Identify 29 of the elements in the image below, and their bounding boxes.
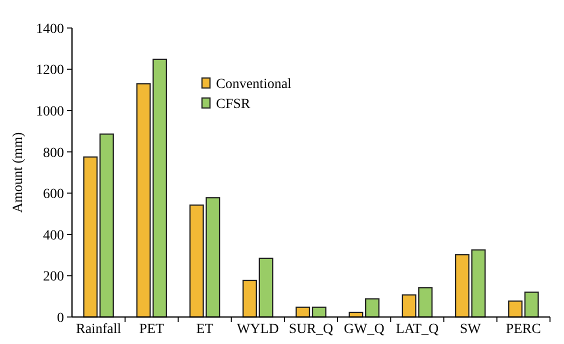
x-tick-label: PERC (506, 322, 541, 337)
legend-label: CFSR (216, 96, 251, 112)
x-tick-label: Rainfall (76, 322, 122, 337)
y-tick-label: 1000 (36, 104, 64, 120)
y-tick-label: 200 (43, 270, 64, 285)
bar (312, 306, 326, 318)
bar (524, 292, 539, 318)
x-tick-label: GW_Q (344, 322, 384, 337)
legend-label: Conventional (216, 76, 292, 92)
x-tick-label: SUR_Q (288, 322, 334, 337)
y-tick-label: 0 (57, 310, 64, 326)
x-tick-label: SW (460, 322, 482, 337)
bar (99, 134, 114, 318)
y-tick-label: 1400 (36, 22, 64, 37)
bar (508, 300, 523, 318)
bar (365, 298, 380, 318)
bar (242, 280, 257, 318)
bar (83, 156, 98, 318)
y-tick-label: 600 (43, 187, 64, 202)
x-tick-label: LAT_Q (396, 322, 439, 337)
y-tick-label: 400 (43, 228, 64, 244)
bar (258, 258, 274, 318)
x-tick-label: PET (139, 322, 165, 337)
bar (296, 306, 310, 318)
y-tick-label: 800 (43, 146, 64, 161)
x-tick-label: WYLD (236, 322, 279, 337)
y-tick-label: 1200 (36, 63, 64, 78)
x-tick-label: ET (196, 322, 214, 337)
y-axis-title: Amount (mm) (11, 132, 26, 213)
